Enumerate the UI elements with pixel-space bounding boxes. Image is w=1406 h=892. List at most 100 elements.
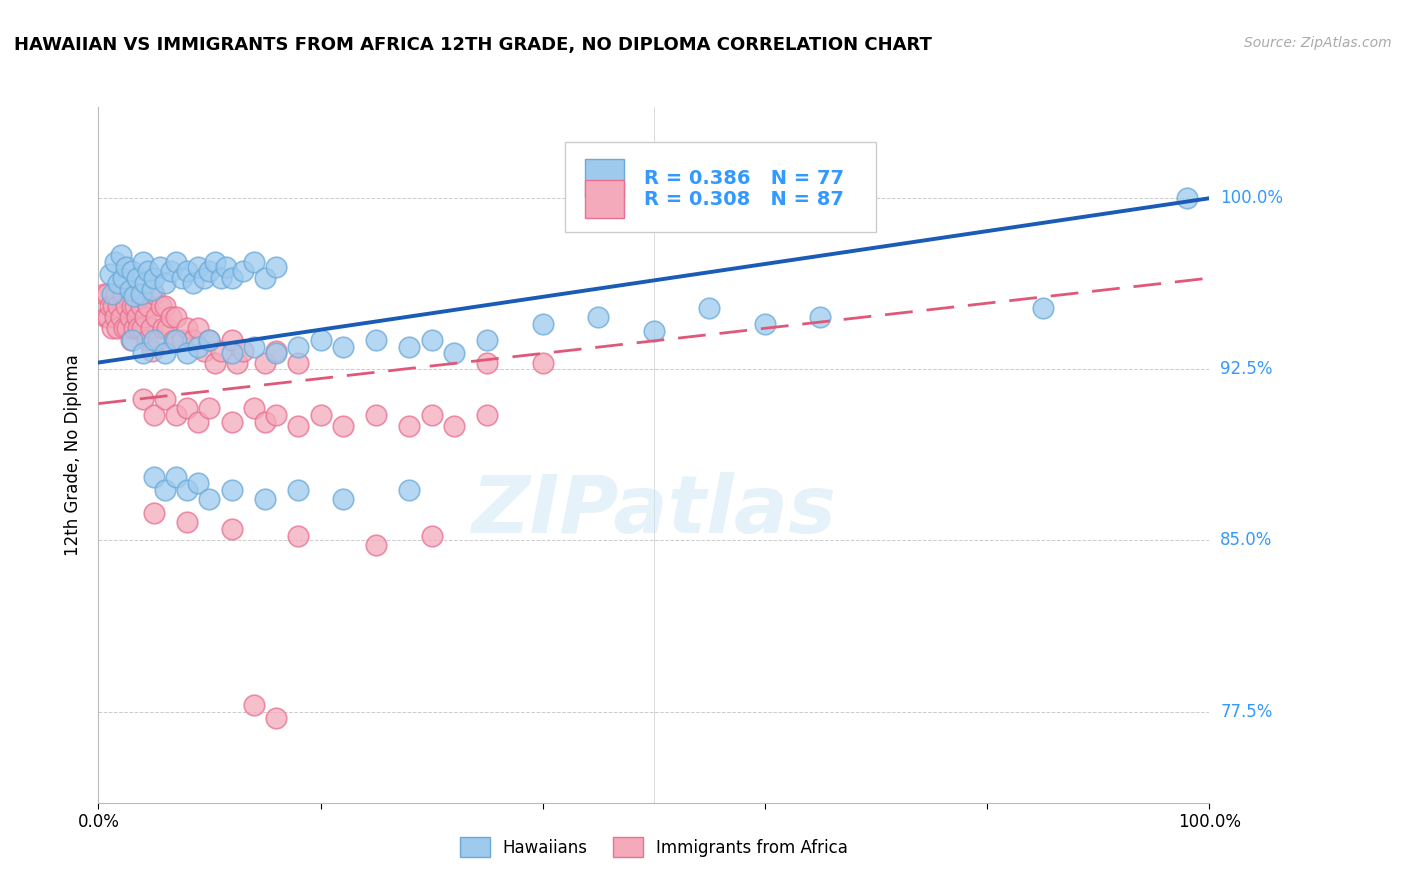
Text: 100.0%: 100.0%: [1220, 189, 1284, 207]
Point: [198, 401, 221, 416]
Point: [420, 529, 443, 543]
Text: 85.0%: 85.0%: [1220, 532, 1272, 549]
Point: [115, 260, 138, 274]
Point: [309, 408, 332, 422]
Point: [132, 346, 155, 360]
Point: [475, 408, 498, 422]
Point: [163, 333, 186, 347]
Point: [264, 344, 287, 359]
Point: [193, 271, 215, 285]
Legend: Hawaiians, Immigrants from Africa: Hawaiians, Immigrants from Africa: [453, 830, 855, 864]
Point: [153, 483, 176, 498]
Point: [105, 321, 128, 335]
Point: [117, 321, 139, 335]
Text: R = 0.386   N = 77: R = 0.386 N = 77: [644, 169, 844, 188]
Point: [253, 355, 276, 369]
Point: [176, 264, 198, 278]
Point: [138, 264, 160, 278]
Point: [124, 298, 146, 312]
Point: [98, 267, 121, 281]
Point: [193, 344, 215, 359]
Point: [170, 333, 193, 347]
Point: [129, 287, 152, 301]
Point: [287, 340, 309, 354]
Point: [112, 321, 135, 335]
Point: [165, 408, 187, 422]
Point: [149, 298, 172, 312]
Point: [159, 310, 181, 324]
Point: [122, 289, 145, 303]
Text: 92.5%: 92.5%: [1220, 360, 1272, 378]
Point: [118, 310, 141, 324]
Point: [143, 469, 166, 483]
Point: [96, 310, 118, 324]
Point: [187, 321, 209, 335]
Point: [127, 271, 149, 285]
Point: [98, 298, 121, 312]
Point: [366, 333, 388, 347]
Point: [115, 298, 138, 312]
Point: [221, 271, 243, 285]
Point: [165, 333, 187, 347]
Point: [588, 310, 610, 324]
Point: [132, 255, 155, 269]
Point: [139, 321, 162, 335]
Point: [96, 287, 118, 301]
Point: [104, 255, 127, 269]
Point: [287, 483, 309, 498]
Point: [97, 310, 120, 324]
Point: [101, 298, 124, 312]
Point: [232, 264, 254, 278]
Point: [131, 321, 153, 335]
Point: [332, 492, 354, 507]
Point: [204, 255, 226, 269]
Point: [132, 392, 155, 406]
Point: [93, 287, 115, 301]
Point: [153, 276, 176, 290]
Point: [127, 321, 149, 335]
Point: [165, 310, 187, 324]
Point: [100, 321, 122, 335]
Point: [226, 355, 249, 369]
Point: [398, 483, 420, 498]
Point: [121, 333, 143, 347]
Point: [475, 355, 498, 369]
Point: [176, 346, 198, 360]
Point: [110, 310, 132, 324]
Point: [1175, 191, 1198, 205]
Point: [132, 287, 155, 301]
Point: [176, 483, 198, 498]
Point: [159, 264, 181, 278]
Point: [110, 248, 132, 262]
Point: [398, 340, 420, 354]
Point: [187, 415, 209, 429]
Point: [309, 333, 332, 347]
Point: [198, 333, 221, 347]
FancyBboxPatch shape: [585, 159, 624, 197]
Text: HAWAIIAN VS IMMIGRANTS FROM AFRICA 12TH GRADE, NO DIPLOMA CORRELATION CHART: HAWAIIAN VS IMMIGRANTS FROM AFRICA 12TH …: [14, 36, 932, 54]
Point: [243, 401, 266, 416]
Point: [398, 419, 420, 434]
Point: [531, 317, 554, 331]
Point: [145, 310, 167, 324]
Point: [111, 271, 134, 285]
Point: [699, 301, 721, 315]
Point: [204, 355, 226, 369]
Point: [420, 333, 443, 347]
Point: [198, 333, 221, 347]
Point: [152, 321, 174, 335]
Point: [118, 283, 141, 297]
Point: [531, 355, 554, 369]
Point: [243, 340, 266, 354]
Point: [221, 346, 243, 360]
Point: [221, 483, 243, 498]
Point: [104, 310, 127, 324]
FancyBboxPatch shape: [565, 142, 876, 232]
Point: [127, 310, 149, 324]
Text: 77.5%: 77.5%: [1220, 703, 1272, 721]
Y-axis label: 12th Grade, No Diploma: 12th Grade, No Diploma: [65, 354, 83, 556]
Point: [287, 355, 309, 369]
Point: [176, 515, 198, 529]
Point: [143, 506, 166, 520]
Point: [153, 298, 176, 312]
